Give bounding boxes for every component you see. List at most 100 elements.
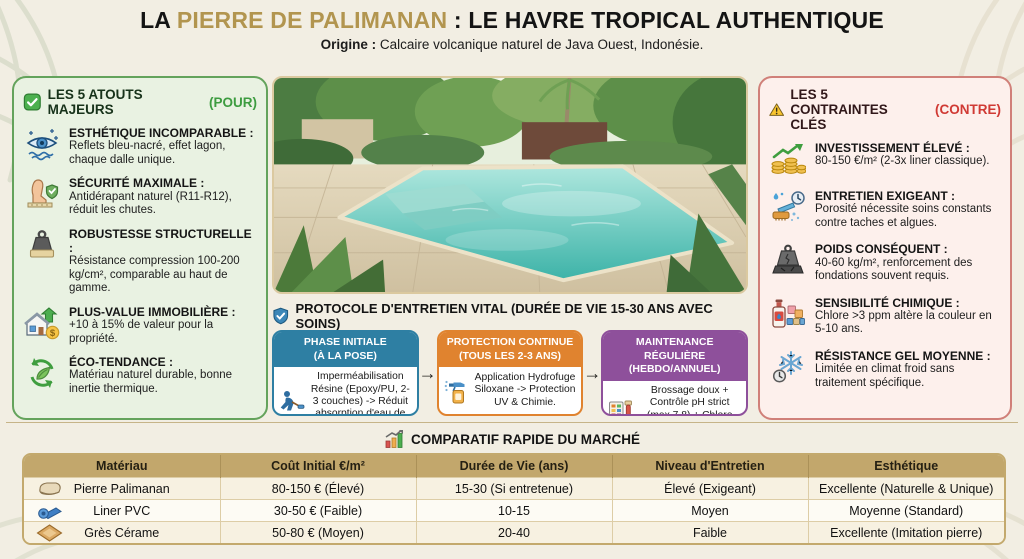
aesthetics-cell: Excellente (Naturelle & Unique) [808,477,1004,500]
pro-item-text: ESTHÉTIQUE INCOMPARABLE : Reflets bleu-n… [69,126,257,167]
pro-item-text: ÉCO-TENDANCE : Matériau naturel durable,… [69,355,257,396]
con-item: RÉSISTANCE GEL MOYENNE : Limitée en clim… [769,349,1001,390]
pro-item-title: ÉCO-TENDANCE : [69,355,173,370]
pro-item: ESTHÉTIQUE INCOMPARABLE : Reflets bleu-n… [23,126,257,167]
page-header: LA PIERRE DE PALIMANAN : LE HAVRE TROPIC… [0,7,1024,52]
con-item: ENTRETIEN EXIGEANT : Porosité nécessite … [769,189,1001,230]
con-item: INVESTISSEMENT ÉLEVÉ : 80-150 €/m² (2-3x… [769,141,1001,177]
con-item-text: POIDS CONSÉQUENT : 40-60 kg/m², renforce… [815,242,1001,283]
title-highlight: PIERRE DE PALIMANAN [176,7,448,33]
coins-growth-icon [769,141,807,177]
market-title: COMPARATIF RAPIDE DU MARCHÉ [411,431,640,447]
step-text: Application Hydrofuge Siloxane -> Protec… [474,372,576,408]
foot-grip-icon [23,176,61,212]
con-item-desc: 80-150 €/m² (2-3x liner classique). [815,155,990,168]
step-header: MAINTENANCE RÉGULIÈRE (HEBDO/ANNUEL) [603,332,747,381]
pro-item: ROBUSTESSE STRUCTURELLE : Résistance com… [23,227,257,296]
con-item-title: SENSIBILITÉ CHIMIQUE : [815,295,960,310]
material-name: Liner PVC [93,503,151,518]
cost-cell: 50-80 € (Moyen) [220,521,417,543]
material-name: Grès Cérame [84,525,160,540]
con-item-desc: Limitée en climat froid sans traitement … [815,363,955,389]
table-row: Pierre Palimanan 80-150 € (Élevé) 15-30 … [24,477,1004,500]
con-item-text: ENTRETIEN EXIGEANT : Porosité nécessite … [815,189,1001,230]
flow-arrow-icon: → [418,362,437,383]
cons-panel-header: LES 5 CONTRAINTES CLÉS (CONTRE) [769,87,1001,132]
con-item-title: RÉSISTANCE GEL MOYENNE : [815,348,991,363]
step-body: Brossage doux + Contrôle pH strict (max … [603,381,746,416]
frost-clock-icon [769,349,807,385]
pros-panel-title: LES 5 ATOUTS MAJEURS [47,87,143,117]
protocol-title-row: PROTOCOLE D'ENTRETIEN VITAL (DURÉE DE VI… [272,301,748,331]
step-text: Imperméabilisation Résine (Epoxy/PU, 2-3… [310,371,410,416]
pros-panel-tag: (POUR) [209,94,257,110]
pro-item-text: PLUS-VALUE IMMOBILIÈRE : +10 à 15% de va… [69,305,257,346]
cost-cell: 30-50 € (Faible) [220,499,417,522]
flow-arrow-icon: → [583,362,602,383]
shield-check-icon [273,307,289,325]
pool-photo [272,76,748,294]
maintenance-cell: Moyen [612,499,809,522]
title-part1: LA [140,7,177,33]
step-header-line2: (À LA POSE) [313,349,377,362]
material-cell: Liner PVC [24,499,221,522]
pro-item-desc: Antidérapant naturel (R11-R12), réduit l… [69,190,232,217]
pro-item-desc: +10 à 15% de valeur pour la propriété. [69,319,214,345]
pro-item-text: ROBUSTESSE STRUCTURELLE : Résistance com… [69,227,257,296]
protocol-step-initial: PHASE INITIALE (À LA POSE) Imperméabilis… [272,330,419,416]
protocol-step-protection: PROTECTION CONTINUE (TOUS LES 2-3 ANS) A… [436,330,584,416]
con-item-title: POIDS CONSÉQUENT : [815,242,948,257]
pvc-liner-icon [38,506,62,519]
pro-item-desc: Matériau naturel durable, bonne inertie … [69,369,233,395]
lifespan-cell: 10-15 [416,499,613,522]
cons-panel: LES 5 CONTRAINTES CLÉS (CONTRE) INVESTIS… [758,76,1012,420]
col-header-lifespan: Durée de Vie (ans) [416,455,613,478]
con-item-text: RÉSISTANCE GEL MOYENNE : Limitée en clim… [815,349,1001,390]
pro-item-title: PLUS-VALUE IMMOBILIÈRE : [69,304,236,319]
table-header-row: Matériau Coût Initial €/m² Durée de Vie … [24,455,1004,478]
step-header-line1: PROTECTION CONTINUE [446,336,574,348]
cons-panel-tag: (CONTRE) [935,102,1001,117]
con-item-text: INVESTISSEMENT ÉLEVÉ : 80-150 €/m² (2-3x… [815,141,990,169]
checkbox-icon [23,93,41,111]
step-body: Application Hydrofuge Siloxane -> Protec… [439,367,582,414]
origin-text: Calcaire volcanique naturel de Java Oues… [376,37,704,52]
step-header-line2: (TOUS LES 2-3 ANS) [458,349,562,362]
protocol-title: PROTOCOLE D'ENTRETIEN VITAL (DURÉE DE VI… [295,301,713,331]
material-cell: Grès Cérame [24,521,221,543]
spray-bottle-icon [444,380,465,404]
col-header-aesthetics: Esthétique [808,455,1004,478]
house-value-icon: $ [23,305,61,341]
pro-item-text: SÉCURITÉ MAXIMALE : Antidérapant naturel… [69,176,257,217]
cons-panel-title: LES 5 CONTRAINTES CLÉS [790,87,888,132]
con-item-desc: Porosité nécessite soins constants contr… [815,203,992,229]
origin-label: Origine : [320,37,377,52]
aesthetics-cell: Excellente (Imitation pierre) [808,521,1004,543]
pros-panel: LES 5 ATOUTS MAJEURS (POUR) ESTHÉTIQUE I… [12,76,268,420]
con-item-title: ENTRETIEN EXIGEANT : [815,189,956,203]
maintenance-cell: Élevé (Exigeant) [612,477,809,500]
step-header: PROTECTION CONTINUE (TOUS LES 2-3 ANS) [438,332,582,368]
step-header-line1: MAINTENANCE RÉGULIÈRE [635,336,714,362]
protocol-step-maintenance: MAINTENANCE RÉGULIÈRE (HEBDO/ANNUEL) Bro… [601,330,749,416]
col-header-cost: Coût Initial €/m² [220,455,417,478]
cost-cell: 80-150 € (Élevé) [220,477,417,500]
pro-item: SÉCURITÉ MAXIMALE : Antidérapant naturel… [23,176,257,217]
ceramic-tile-icon [36,523,63,542]
col-header-maintenance: Niveau d'Entretien [612,455,809,478]
svg-text:$: $ [50,328,56,339]
page-title: LA PIERRE DE PALIMANAN : LE HAVRE TROPIC… [0,7,1024,34]
con-item-desc: Chlore >3 ppm altère la couleur en 5-10 … [815,309,992,336]
eco-recycle-icon [23,355,61,391]
step-body: Imperméabilisation Résine (Epoxy/PU, 2-3… [274,367,417,416]
cleaning-brush-icon [769,189,807,225]
con-item-title: INVESTISSEMENT ÉLEVÉ : [815,141,970,155]
section-divider [6,422,1018,423]
step-header-line2: (HEBDO/ANNUEL) [628,363,721,376]
step-header-line1: PHASE INITIALE [303,336,387,348]
warning-icon [769,102,785,116]
col-header-material: Matériau [24,455,221,478]
step-text: Brossage doux + Contrôle pH strict (max … [646,384,733,416]
material-name: Pierre Palimanan [73,481,170,496]
